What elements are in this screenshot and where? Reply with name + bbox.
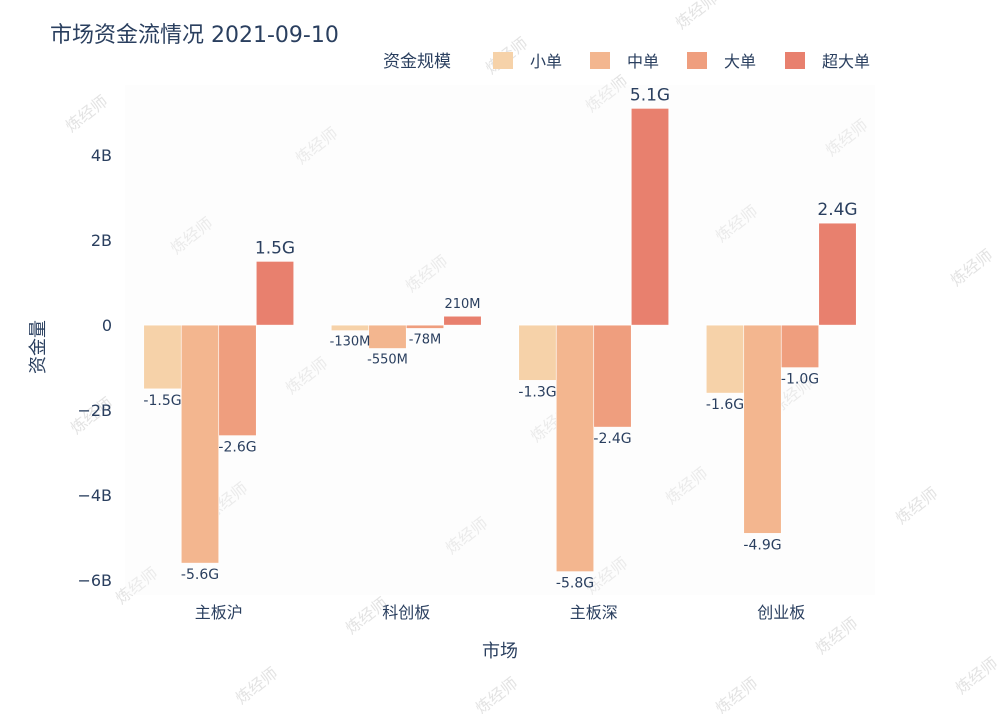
chart-title: 市场资金流情况 2021-09-10 xyxy=(50,23,339,48)
x-tick-label: 主板沪 xyxy=(195,603,243,622)
x-tick-label: 科创板 xyxy=(382,603,430,622)
y-axis-title: 资金量 xyxy=(28,320,49,374)
legend-swatch xyxy=(687,52,707,69)
data-label: -2.4G xyxy=(593,431,631,447)
data-label: -1.3G xyxy=(518,384,556,400)
bar xyxy=(780,324,820,368)
legend-label: 超大单 xyxy=(822,52,870,71)
y-tick-label: −6B xyxy=(77,571,112,590)
bar xyxy=(555,324,595,572)
data-label: -78M xyxy=(409,332,441,347)
bar xyxy=(518,324,557,381)
bar xyxy=(368,324,407,349)
bar xyxy=(443,315,482,326)
data-label: 210M xyxy=(444,297,480,312)
y-tick-label: −4B xyxy=(77,486,112,505)
axes-layer: 市场资金流情况 2021-09-10 市场 资金量 4B 2B 0 −2B −4B −6B… xyxy=(28,23,805,662)
x-axis-title: 市场 xyxy=(482,641,518,662)
bar xyxy=(143,324,182,390)
bar xyxy=(180,324,220,564)
data-label: -5.6G xyxy=(181,567,219,583)
data-label: 5.1G xyxy=(630,85,670,105)
bar xyxy=(405,324,445,329)
y-tick-label: 0 xyxy=(102,316,112,335)
data-label: -4.9G xyxy=(743,537,781,553)
data-label: 1.5G xyxy=(255,238,295,258)
data-label: -5.8G xyxy=(556,576,594,592)
legend-swatch xyxy=(785,52,805,69)
legend-label: 中单 xyxy=(627,52,659,71)
x-tick-label: 主板深 xyxy=(570,603,618,622)
legend-title: 资金规模 xyxy=(383,52,451,72)
legend: 资金规模 小单 中单 大单 超大单 xyxy=(383,52,870,72)
data-label: -130M xyxy=(330,335,371,350)
data-label: -1.5G xyxy=(143,393,181,409)
data-label: -1.0G xyxy=(781,372,819,388)
bars-layer xyxy=(143,108,857,572)
data-label: 2.4G xyxy=(817,200,857,220)
legend-label: 小单 xyxy=(530,52,562,71)
legend-swatch xyxy=(493,52,513,69)
legend-swatch xyxy=(590,52,610,69)
y-tick-label: 2B xyxy=(91,231,112,250)
data-label: -2.6G xyxy=(218,440,256,456)
data-labels-layer: -1.5G -5.6G -2.6G 1.5G -130M -550M-78M 210M -1.… xyxy=(143,85,857,591)
data-label: -550M xyxy=(367,353,408,368)
y-tick-label: −2B xyxy=(77,401,112,420)
bar xyxy=(255,261,295,326)
bar xyxy=(630,108,670,326)
bar xyxy=(705,324,745,394)
y-tick-label: 4B xyxy=(91,146,112,165)
bar xyxy=(818,222,857,326)
data-label: -1.6G xyxy=(706,397,744,413)
bar xyxy=(593,324,632,428)
x-tick-label: 创业板 xyxy=(757,603,805,622)
legend-label: 大单 xyxy=(724,52,756,71)
bar xyxy=(330,324,370,331)
bar xyxy=(743,324,782,534)
bar xyxy=(218,324,257,436)
